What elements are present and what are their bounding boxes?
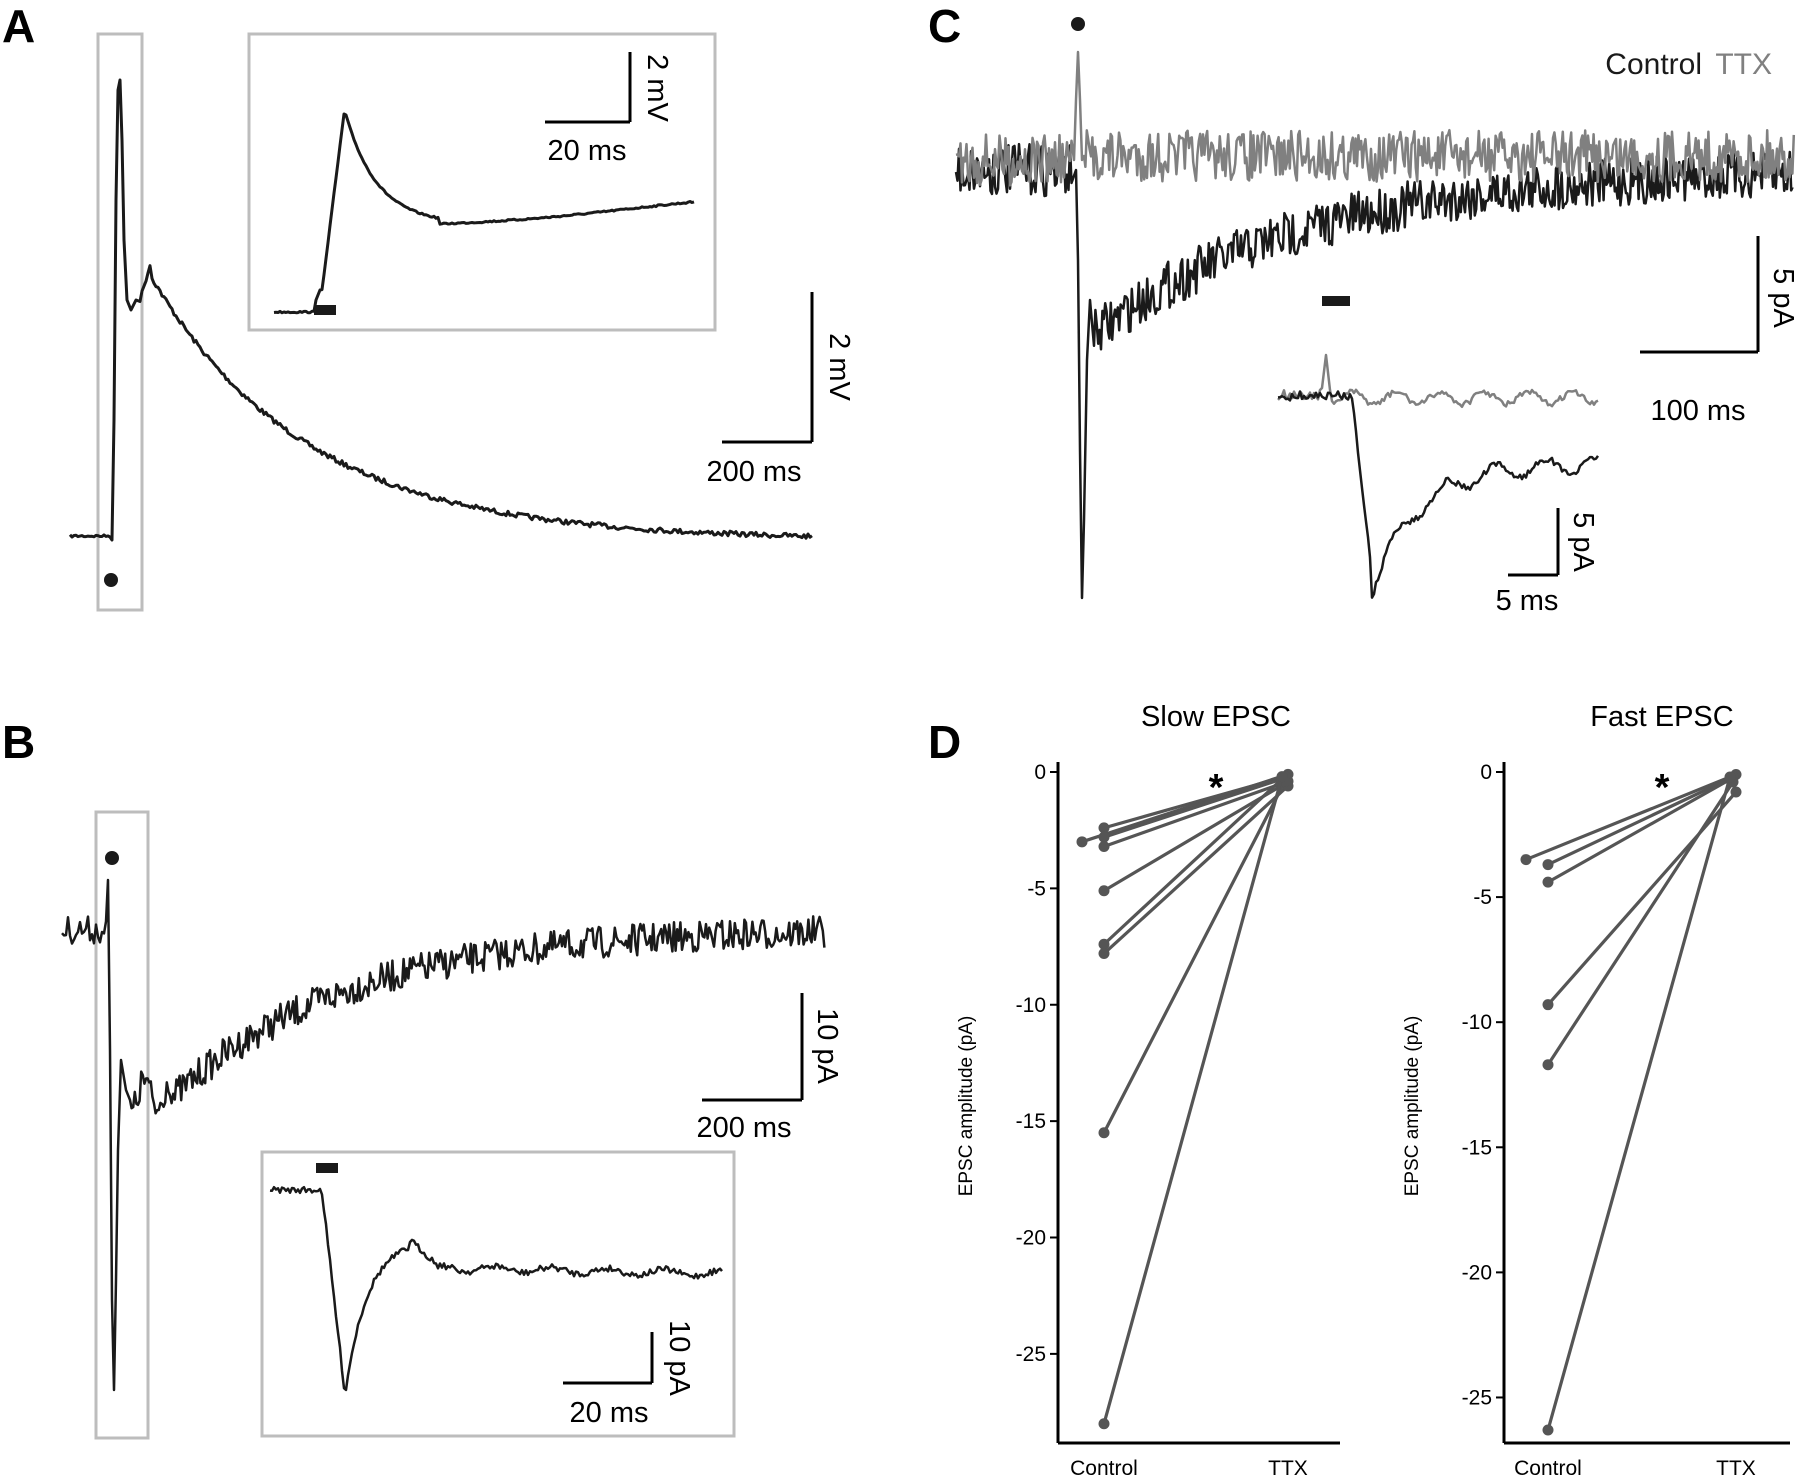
significance-marker: *	[1655, 767, 1670, 809]
inset-box-a	[247, 32, 717, 332]
stimulus-dot-c	[1071, 17, 1085, 31]
x-category-label: Control	[1070, 1457, 1138, 1480]
y-tick-label: -5	[1473, 886, 1492, 909]
inset-scale-label-y-b: 10 pA	[663, 1320, 695, 1396]
control-point	[1542, 1059, 1554, 1071]
chart-title: Slow EPSC	[1141, 701, 1291, 733]
scale-label-x-c: 100 ms	[1650, 395, 1745, 427]
chart-title: Fast EPSC	[1590, 701, 1733, 733]
y-tick-label: -15	[1016, 1110, 1046, 1133]
inset-trace-a	[273, 112, 695, 315]
inset-scale-label-x-b: 20 ms	[570, 1397, 649, 1429]
pair-line	[1102, 784, 1290, 955]
control-point	[1098, 831, 1110, 843]
scale-label-x-b: 200 ms	[696, 1112, 791, 1144]
y-axis-label: EPSC amplitude (pA)	[1402, 1016, 1423, 1197]
stimulus-dot-b	[105, 851, 119, 865]
inset-ttx-trace-c	[1277, 353, 1599, 409]
panel-a: A 2 mV 200 ms 2 mV 20 ms	[2, 0, 855, 612]
pair-line	[1547, 778, 1731, 884]
pair-line	[1102, 777, 1284, 946]
pair-line	[1102, 776, 1284, 1425]
pair-line	[1546, 781, 1735, 1066]
scale-label-y-a: 2 mV	[823, 333, 855, 401]
pair-line	[1547, 775, 1734, 867]
y-axis-label: EPSC amplitude (pA)	[956, 1016, 977, 1197]
scale-label-x-a: 200 ms	[706, 456, 801, 488]
inset-box-b	[260, 1150, 736, 1438]
control-point	[1542, 999, 1554, 1011]
pair-line	[1546, 776, 1732, 1431]
control-point	[1076, 836, 1088, 848]
x-category-label: TTX	[1268, 1457, 1308, 1480]
voltage-trace-a	[68, 78, 813, 542]
control-trace-c	[954, 142, 1794, 600]
control-point	[1098, 938, 1110, 950]
panel-b: B 10 pA 200 ms 10 pA 20 ms	[2, 716, 843, 1440]
y-tick-label: -20	[1462, 1261, 1492, 1284]
pair-line	[1103, 777, 1283, 839]
control-point	[1542, 1424, 1554, 1436]
control-point	[1520, 854, 1532, 866]
control-point	[1098, 840, 1110, 852]
legend-ttx: TTX	[1715, 48, 1772, 81]
pair-line	[1102, 780, 1287, 1134]
inset-trace-b	[269, 1185, 723, 1392]
control-point	[1098, 1127, 1110, 1139]
ttx-trace-c	[955, 50, 1796, 187]
panel-c: C Control TTX 5 pA 100 ms 5 pA 5 ms	[928, 0, 1799, 617]
stimulus-bar-inset-c	[1322, 296, 1350, 306]
inset-scale-label-x-c: 5 ms	[1496, 585, 1559, 617]
y-tick-label: -10	[1462, 1011, 1492, 1034]
scale-label-y-b: 10 pA	[811, 1008, 843, 1084]
current-trace-b	[61, 878, 826, 1392]
pair-line	[1103, 775, 1286, 830]
fast-epsc-plot: Fast EPSC * 0 -5 -10 -15 -20 -25 EPSC amplitude …	[1402, 701, 1790, 1480]
scale-label-y-c: 5 pA	[1767, 268, 1799, 328]
y-tick-label: 0	[1034, 761, 1046, 784]
control-point	[1098, 885, 1110, 897]
x-category-label: Control	[1514, 1457, 1582, 1480]
control-point	[1098, 948, 1110, 960]
ttx-point	[1724, 771, 1736, 783]
pair-line	[1525, 773, 1737, 862]
panel-d: D Slow EPSC * 0 -5 -10 -15 -20 -25 EPSC amplitud…	[928, 701, 1790, 1480]
y-tick-label: -15	[1462, 1136, 1492, 1159]
control-point	[1098, 822, 1110, 834]
y-tick-label: -25	[1016, 1343, 1046, 1366]
stimulus-bar-inset-a	[314, 305, 336, 315]
legend-control: Control	[1605, 48, 1702, 81]
panel-label-c: C	[928, 0, 961, 52]
x-category-label: TTX	[1716, 1457, 1756, 1480]
ttx-point	[1276, 771, 1288, 783]
y-tick-label: -20	[1016, 1227, 1046, 1250]
y-tick-label: 0	[1480, 761, 1492, 784]
pair-line	[1103, 782, 1286, 893]
pair-line	[1103, 779, 1289, 848]
y-tick-label: -10	[1016, 994, 1046, 1017]
inset-scale-label-x-a: 20 ms	[548, 135, 627, 167]
y-tick-label: -5	[1027, 877, 1046, 900]
panel-label-a: A	[2, 0, 35, 52]
control-point	[1098, 1418, 1110, 1430]
stimulus-bar-inset-b	[316, 1163, 338, 1173]
y-tick-label: -25	[1462, 1386, 1492, 1409]
inset-scale-label-y-a: 2 mV	[641, 54, 673, 122]
highlight-box-b	[94, 810, 150, 1440]
control-point	[1542, 876, 1554, 888]
highlight-box-a	[96, 32, 144, 612]
stimulus-dot-a	[104, 573, 118, 587]
ttx-point	[1730, 786, 1742, 798]
panel-label-b: B	[2, 716, 35, 768]
inset-scale-label-y-c: 5 pA	[1567, 512, 1599, 572]
inset-control-trace-c	[1277, 390, 1600, 599]
control-point	[1542, 859, 1554, 871]
panel-label-d: D	[928, 716, 961, 768]
pair-line	[1546, 790, 1738, 1006]
